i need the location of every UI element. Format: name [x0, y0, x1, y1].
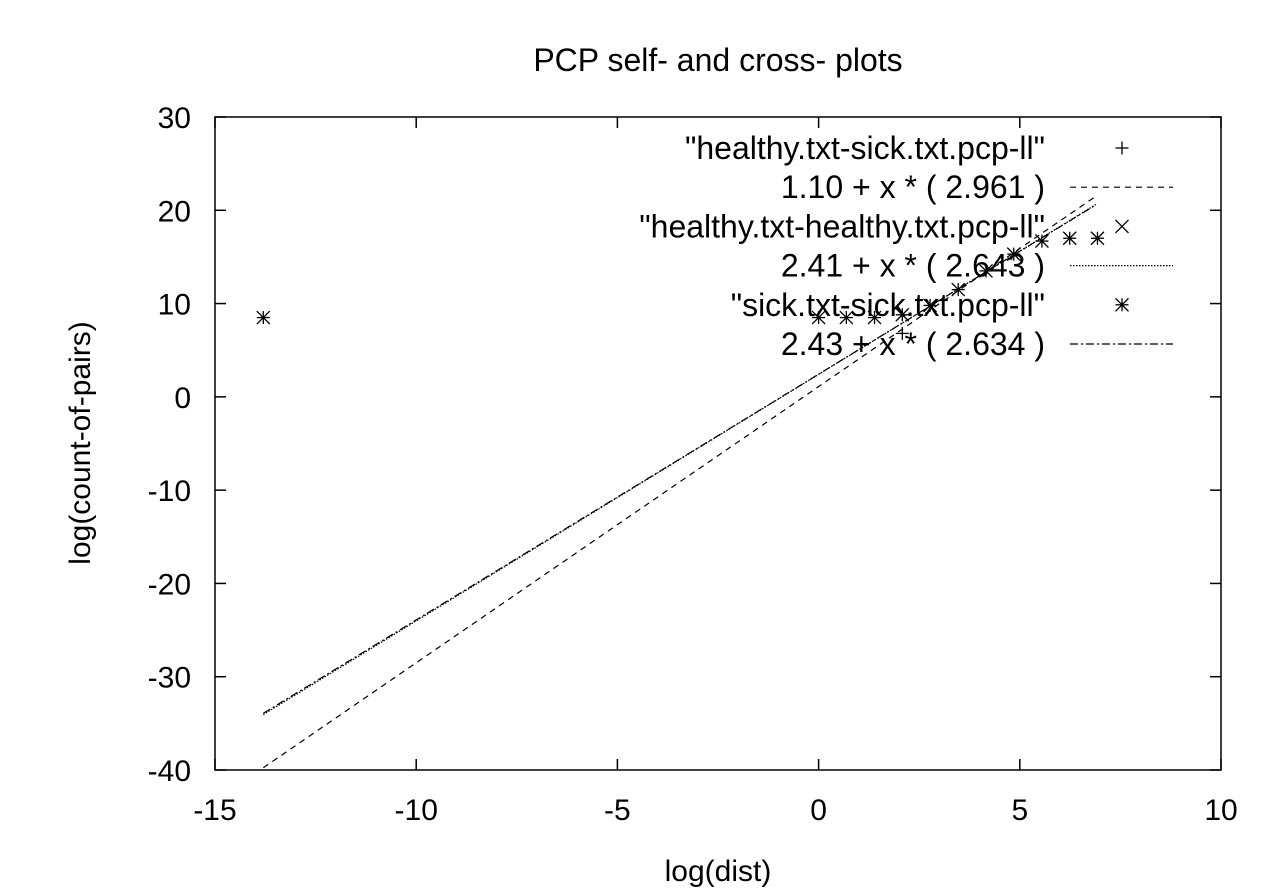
legend-label-1: 1.10 + x * ( 2.961 )	[781, 169, 1045, 205]
y-tick-label: 0	[174, 382, 191, 415]
point-star-5	[923, 298, 938, 313]
marker-stroke	[1090, 231, 1105, 246]
x-axis-label: log(dist)	[665, 855, 772, 888]
plot-frame	[214, 116, 1222, 771]
y-tick-label: 20	[158, 195, 191, 228]
legend-marker-4	[1115, 297, 1129, 312]
legend: "healthy.txt-sick.txt.pcp-ll"1.10 + x * …	[639, 130, 1173, 362]
legend-label-0: "healthy.txt-sick.txt.pcp-ll"	[685, 130, 1045, 166]
x-tick-label: 5	[1011, 794, 1028, 827]
point-star-1	[811, 310, 826, 325]
y-tick-label: -20	[148, 568, 191, 601]
y-tick-label: -10	[148, 475, 191, 508]
legend-label-5: 2.43 + x * ( 2.634 )	[781, 326, 1045, 362]
x-tick-label: -5	[604, 794, 631, 827]
y-tick-label: -30	[148, 662, 191, 695]
marker-stroke	[923, 298, 938, 313]
marker-stroke	[1115, 219, 1129, 234]
point-star-8	[1006, 247, 1021, 262]
y-tick-label: -40	[148, 755, 191, 788]
legend-marker-2	[1115, 219, 1129, 234]
x-tick-label: -15	[193, 794, 236, 827]
point-star-0	[256, 310, 271, 325]
legend-label-4: "sick.txt-sick.txt.pcp-ll"	[731, 287, 1045, 323]
y-tick-label: 10	[158, 289, 191, 322]
marker-stroke	[979, 263, 993, 278]
point-star-7	[979, 263, 993, 278]
point-star-9	[1034, 234, 1049, 249]
marker-stroke	[1034, 234, 1049, 249]
point-star-4	[895, 307, 910, 322]
marker-stroke	[811, 310, 826, 325]
x-tick-label: 0	[810, 794, 827, 827]
y-tick-label: 30	[158, 102, 191, 135]
marker-stroke	[895, 307, 910, 322]
data-points	[256, 231, 1105, 340]
point-star-2	[839, 310, 854, 325]
fit-line-5	[262, 204, 1097, 714]
point-star-6	[951, 282, 966, 297]
marker-stroke	[1006, 247, 1021, 262]
marker-stroke	[951, 282, 966, 297]
x-tick-label: -10	[395, 794, 438, 827]
legend-marker-0	[1115, 141, 1129, 155]
legend-label-2: "healthy.txt-healthy.txt.pcp-ll"	[639, 208, 1045, 244]
x-tick-label: 10	[1204, 794, 1237, 827]
marker-stroke	[256, 310, 271, 325]
marker-stroke	[867, 310, 882, 325]
y-axis-label: log(count-of-pairs)	[64, 321, 97, 564]
point-star-3	[867, 310, 882, 325]
marker-stroke	[1115, 297, 1129, 312]
marker-stroke	[1062, 231, 1077, 246]
point-plus-0	[895, 326, 909, 340]
legend-label-3: 2.41 + x * ( 2.643 )	[781, 248, 1045, 284]
chart-title: PCP self- and cross- plots	[533, 42, 902, 78]
point-star-11	[1090, 231, 1105, 246]
marker-stroke	[839, 310, 854, 325]
point-star-10	[1062, 231, 1077, 246]
